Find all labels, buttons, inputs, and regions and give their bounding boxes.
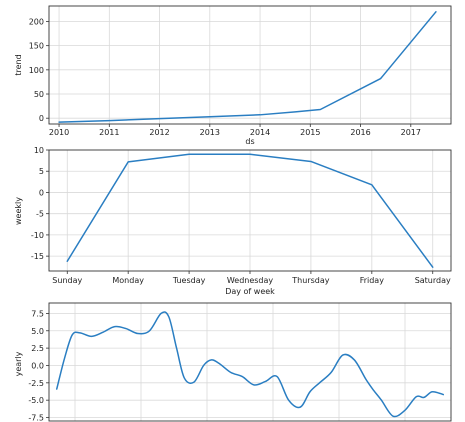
weekly-series-line (66, 153, 434, 268)
yearly-y-tick-label: -5.0 (28, 396, 44, 405)
yearly-y-tick-label: -7.5 (28, 414, 44, 422)
weekly-x-tick-label: Sunday (52, 276, 82, 285)
weekly-x-tick-label: Thursday (291, 276, 329, 285)
trend-x-tick-label: 2016 (350, 128, 370, 137)
weekly-y-ticks: 10 5 0 -5 -10 -15 (31, 146, 49, 261)
weekly-y-tick-label: 5 (39, 167, 44, 176)
trend-x-tick-label: 2012 (149, 128, 169, 137)
trend-x-tick-label: 2017 (401, 128, 421, 137)
panel-trend: 2010 2011 2012 2013 2014 2015 2016 2017 0 50 100 1… (14, 5, 452, 146)
trend-x-axis-label: ds (245, 137, 254, 146)
trend-x-tick-label: 2013 (200, 128, 220, 137)
yearly-plot-frame (48, 302, 452, 422)
yearly-grid (49, 303, 451, 421)
trend-y-axis-label: trend (14, 54, 23, 75)
panel-weekly: Sunday Monday Tuesday Wednesday Thursday Frid… (14, 146, 452, 296)
yearly-y-tick-label: 5.0 (31, 327, 44, 336)
trend-grid (49, 6, 451, 124)
trend-x-tick-label: 2015 (300, 128, 320, 137)
weekly-y-tick-label: 10 (34, 146, 44, 155)
trend-y-tick-label: 50 (34, 90, 44, 99)
yearly-y-tick-label: 2.5 (31, 344, 44, 353)
weekly-y-tick-label: 0 (39, 188, 44, 197)
weekly-y-axis-label: weekly (14, 197, 23, 225)
weekly-y-tick-label: -15 (31, 252, 44, 261)
trend-y-tick-label: 0 (39, 114, 44, 123)
yearly-y-axis-label: yearly (14, 351, 23, 376)
trend-y-tick-label: 150 (29, 42, 44, 51)
trend-y-ticks: 0 50 100 150 200 (29, 17, 49, 123)
weekly-x-tick-label: Wednesday (227, 276, 274, 285)
trend-x-tick-label: 2014 (250, 128, 270, 137)
weekly-y-tick-label: -5 (36, 210, 44, 219)
weekly-x-tick-label: Monday (112, 276, 144, 285)
weekly-x-ticks: Sunday Monday Tuesday Wednesday Thursday Frid… (52, 271, 451, 285)
panel-yearly: 7.5 5.0 2.5 0.0 -2.5 -5.0 -7.5 yearly (14, 302, 452, 422)
yearly-y-tick-label: -2.5 (28, 379, 44, 388)
trend-x-ticks: 2010 2011 2012 2013 2014 2015 2016 2017 (49, 124, 421, 137)
trend-y-tick-label: 100 (29, 66, 44, 75)
yearly-y-tick-label: 0.0 (31, 361, 44, 370)
trend-series-line (58, 11, 437, 123)
weekly-y-tick-label: -10 (31, 231, 44, 240)
weekly-x-tick-label: Saturday (415, 276, 451, 285)
yearly-series-line (55, 311, 445, 418)
yearly-y-tick-label: 7.5 (31, 309, 44, 318)
trend-x-tick-label: 2011 (99, 128, 119, 137)
trend-y-tick-label: 200 (29, 17, 44, 26)
trend-x-tick-label: 2010 (49, 128, 69, 137)
weekly-x-tick-label: Tuesday (172, 276, 206, 285)
yearly-y-ticks: 7.5 5.0 2.5 0.0 -2.5 -5.0 -7.5 (28, 309, 49, 422)
weekly-x-tick-label: Friday (360, 276, 385, 285)
trend-plot-frame (48, 5, 452, 125)
weekly-x-axis-label: Day of week (225, 287, 275, 296)
